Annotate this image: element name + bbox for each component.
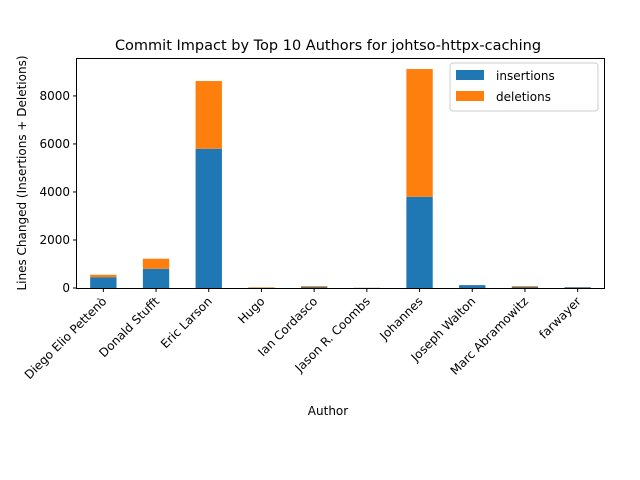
bar-insertions-7 [459, 285, 486, 288]
x-tick-label: Eric Larson [158, 294, 215, 351]
legend-swatch-insertions [456, 70, 484, 80]
bar-insertions-4 [300, 287, 328, 288]
x-tick-label: Johannes [376, 294, 425, 343]
y-tick-label: 8000 [39, 89, 70, 103]
bar-insertions-2 [195, 148, 222, 288]
bar-insertions-9 [564, 287, 591, 288]
x-axis-label: Author [308, 404, 348, 418]
bar-deletions-8 [511, 286, 539, 288]
legend-box [449, 62, 599, 112]
plot-frame [76, 58, 605, 289]
legend-label-insertions: insertions [496, 69, 555, 83]
bar-deletions-6 [406, 69, 433, 197]
bar-deletions-1 [142, 258, 170, 269]
bars-layer [90, 69, 591, 288]
y-tick-label: 0 [62, 281, 70, 295]
legend-swatch-deletions [456, 91, 484, 101]
legend-label-deletions: deletions [496, 90, 551, 104]
x-tick-label: Diego Elio Pettenò [22, 294, 110, 382]
legend: insertions deletions [449, 62, 599, 112]
bar-insertions-0 [90, 277, 117, 288]
y-axis-label: Lines Changed (Insertions + Deletions) [15, 55, 29, 290]
bar-deletions-2 [195, 81, 222, 149]
x-tick-label: Hugo [235, 294, 267, 326]
chart-title: Commit Impact by Top 10 Authors for joht… [115, 38, 541, 54]
x-tick-label: farwayer [536, 294, 583, 341]
bar-insertions-1 [142, 268, 170, 288]
bar-insertions-8 [511, 287, 539, 288]
bar-deletions-4 [300, 286, 328, 288]
y-tick-label: 4000 [39, 185, 70, 199]
y-tick-label: 6000 [39, 137, 70, 151]
bar-deletions-0 [90, 274, 117, 278]
y-tick-label: 2000 [39, 233, 70, 247]
y-axis: 0 2000 4000 6000 8000 [39, 89, 77, 295]
bar-insertions-6 [406, 196, 433, 288]
